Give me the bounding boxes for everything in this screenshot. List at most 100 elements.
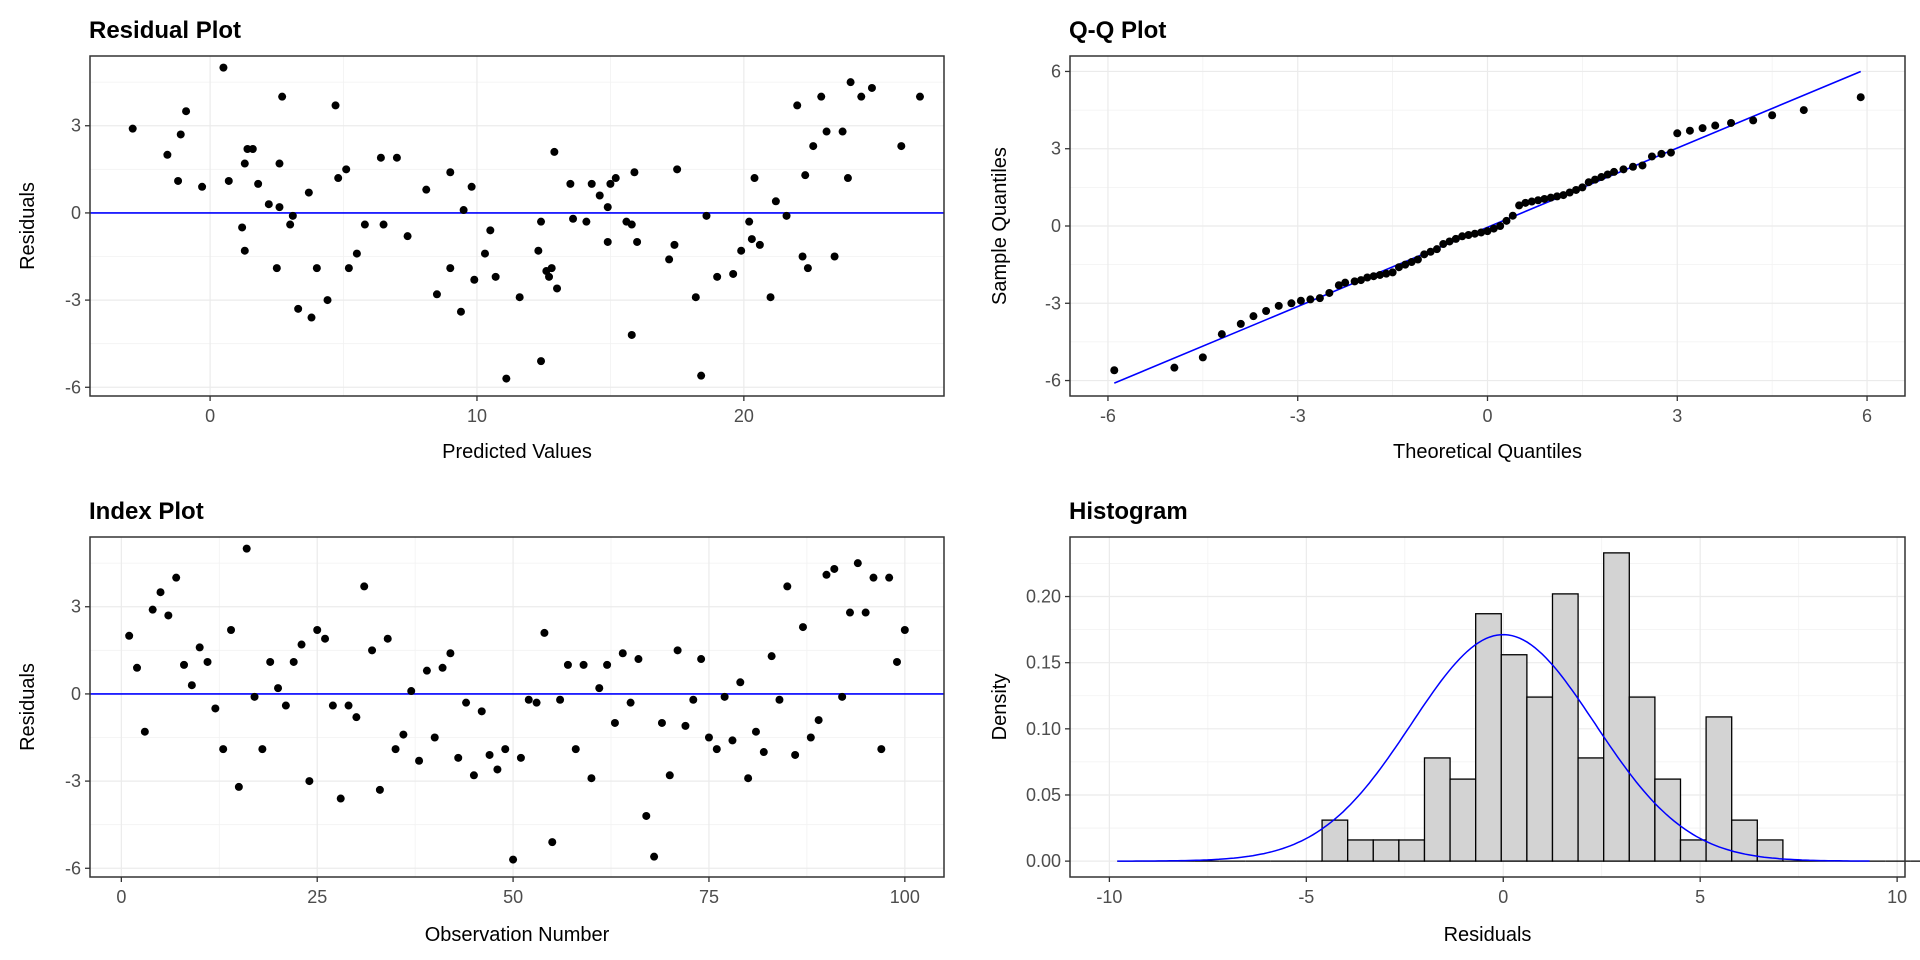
data-point — [1727, 118, 1736, 127]
data-point — [1464, 231, 1473, 240]
data-point — [1603, 170, 1612, 179]
data-point — [456, 307, 465, 316]
qq-panel: -6 -3 0 3 6 -6 -3 0 3 6 Q-Q Plot Theoretical Quanti… — [989, 17, 1906, 463]
data-point — [1856, 93, 1865, 102]
data-point — [467, 182, 476, 191]
data-point — [1334, 281, 1343, 290]
data-point — [274, 684, 283, 693]
y-tick-label: -6 — [1045, 371, 1061, 391]
axis-ticks: 0 10 20 -6 -3 0 3 — [65, 116, 754, 426]
data-point — [822, 127, 831, 136]
data-point — [657, 718, 666, 727]
data-point — [736, 678, 745, 687]
data-point — [712, 745, 721, 754]
data-point — [524, 695, 533, 704]
data-point — [454, 753, 463, 762]
data-point — [822, 570, 831, 579]
data-point — [798, 623, 807, 632]
data-point — [238, 223, 247, 232]
histogram-bar — [1423, 757, 1451, 862]
histogram-bar — [1398, 839, 1426, 862]
data-point — [391, 745, 400, 754]
data-point — [697, 371, 706, 380]
data-point — [587, 179, 596, 188]
data-point — [877, 745, 886, 754]
data-point — [305, 777, 314, 786]
data-point — [176, 130, 185, 139]
x-tick-label: 3 — [1672, 406, 1682, 426]
data-point — [240, 246, 249, 255]
data-point — [595, 684, 604, 693]
residual-panel: 0 10 20 -6 -3 0 3 Residual Plot Predicted Values… — [17, 17, 945, 463]
data-point — [336, 794, 345, 803]
data-point — [713, 272, 722, 281]
data-point — [272, 264, 281, 273]
data-point — [187, 681, 196, 690]
axis-ticks: -10 -5 0 5 10 0.00 0.05 0.10 0.15 0.20 — [1026, 587, 1907, 907]
data-point — [368, 646, 377, 655]
x-axis-title: Residuals — [1444, 924, 1532, 946]
data-point — [556, 695, 565, 704]
data-point — [392, 153, 401, 162]
histogram-bar — [1705, 716, 1733, 862]
data-point — [532, 698, 541, 707]
data-point — [486, 226, 495, 235]
data-point — [172, 573, 181, 582]
y-tick-label: -3 — [65, 771, 81, 791]
data-point — [422, 185, 431, 194]
data-point — [1458, 232, 1467, 241]
y-tick-label: 0 — [1051, 216, 1061, 236]
data-point — [1584, 178, 1593, 187]
data-point — [266, 657, 275, 666]
data-point — [248, 144, 257, 153]
data-point — [728, 736, 737, 745]
data-point — [582, 217, 591, 226]
data-point — [1768, 111, 1777, 120]
data-point — [493, 765, 502, 774]
data-point — [240, 159, 249, 168]
data-point — [915, 92, 924, 101]
data-point — [853, 559, 862, 568]
data-point — [1451, 234, 1460, 243]
data-point — [258, 745, 267, 754]
data-point — [665, 771, 674, 780]
data-point — [323, 296, 332, 305]
data-point — [595, 191, 604, 200]
data-point — [1628, 162, 1637, 171]
data-point — [642, 811, 651, 820]
data-point — [897, 142, 906, 151]
data-point — [1426, 247, 1435, 256]
y-tick-label: 0.05 — [1026, 785, 1061, 805]
data-point — [275, 203, 284, 212]
data-points — [125, 544, 909, 864]
data-point — [312, 264, 321, 273]
data-point — [156, 588, 165, 597]
y-tick-label: 0 — [71, 203, 81, 223]
data-point — [759, 748, 768, 757]
histogram-bar — [1475, 613, 1502, 862]
data-point — [750, 174, 759, 183]
data-point — [1647, 152, 1656, 161]
data-point — [1565, 188, 1574, 197]
data-point — [1559, 191, 1568, 200]
data-point — [227, 625, 236, 634]
normal-density-curve — [1117, 633, 1870, 862]
chart-title: Residual Plot — [89, 17, 241, 44]
data-point — [1388, 268, 1397, 277]
histogram-bar — [1500, 654, 1528, 862]
data-point — [307, 313, 316, 322]
data-point — [1483, 227, 1492, 236]
data-point — [1711, 121, 1720, 130]
data-point — [1496, 222, 1505, 230]
data-point — [702, 211, 711, 220]
data-point — [375, 785, 384, 794]
data-point — [446, 168, 455, 177]
data-point — [603, 203, 612, 212]
x-tick-label: 25 — [307, 887, 327, 907]
data-point — [745, 217, 754, 226]
data-point — [1420, 250, 1429, 259]
data-point — [383, 634, 392, 643]
data-point — [869, 573, 878, 582]
chart-title: Histogram — [1069, 498, 1188, 525]
data-point — [304, 188, 313, 197]
